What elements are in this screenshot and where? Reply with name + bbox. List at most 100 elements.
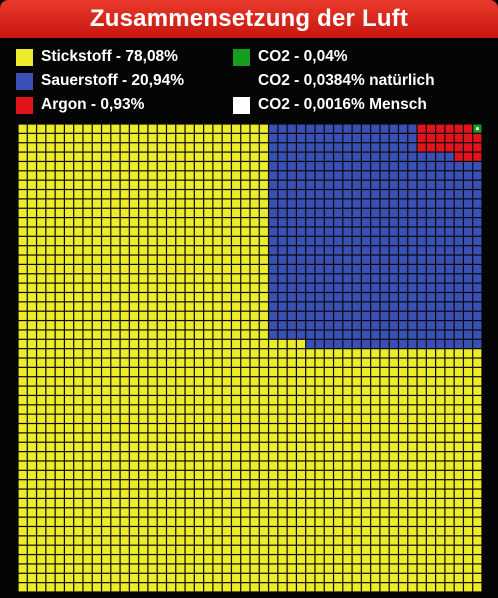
waffle-cell-nitrogen [324, 499, 333, 508]
waffle-cell-nitrogen [157, 508, 166, 517]
waffle-cell-nitrogen [213, 162, 222, 171]
waffle-cell-oxygen [306, 302, 315, 311]
waffle-cell-nitrogen [204, 405, 213, 414]
waffle-cell-nitrogen [278, 405, 287, 414]
waffle-cell-nitrogen [371, 508, 380, 517]
waffle-cell-oxygen [408, 162, 417, 171]
waffle-cell-oxygen [445, 246, 454, 255]
waffle-cell-argon [454, 133, 463, 143]
waffle-cell-nitrogen [176, 190, 185, 199]
waffle-cell-oxygen [454, 274, 463, 283]
waffle-cell-argon [473, 152, 482, 161]
waffle-cell-nitrogen [213, 545, 222, 554]
waffle-cell-nitrogen [222, 255, 231, 264]
waffle-cell-nitrogen [167, 143, 176, 152]
waffle-cell-nitrogen [241, 564, 250, 573]
waffle-cell-nitrogen [139, 124, 148, 133]
waffle-cell-oxygen [269, 311, 278, 320]
waffle-cell-nitrogen [92, 321, 101, 330]
waffle-cell-nitrogen [473, 508, 482, 517]
waffle-cell-nitrogen [111, 180, 120, 189]
waffle-cell-oxygen [352, 339, 361, 349]
waffle-cell-oxygen [343, 274, 352, 283]
waffle-cell-oxygen [315, 143, 324, 152]
waffle-cell-oxygen [473, 255, 482, 264]
waffle-cell-nitrogen [27, 367, 36, 377]
waffle-cell-nitrogen [27, 218, 36, 227]
waffle-cell-oxygen [287, 180, 296, 189]
waffle-cell-nitrogen [139, 236, 148, 246]
waffle-cell-nitrogen [297, 583, 306, 592]
waffle-cell-nitrogen [250, 396, 259, 405]
waffle-cell-nitrogen [380, 480, 389, 489]
waffle-cell-nitrogen [83, 218, 92, 227]
waffle-cell-oxygen [454, 293, 463, 302]
waffle-cell-nitrogen [129, 545, 139, 554]
waffle-cell-nitrogen [334, 527, 343, 536]
waffle-cell-nitrogen [408, 499, 417, 508]
waffle-cell-nitrogen [194, 265, 203, 274]
waffle-cell-oxygen [315, 218, 324, 227]
waffle-cell-nitrogen [213, 180, 222, 189]
legend-label-stickstoff: Stickstoff - 78,08% [41, 48, 178, 65]
waffle-cell-nitrogen [74, 517, 83, 526]
waffle-cell-oxygen [380, 274, 389, 283]
waffle-cell-nitrogen [37, 236, 46, 246]
waffle-cell-nitrogen [269, 433, 278, 442]
waffle-cell-nitrogen [129, 349, 139, 358]
waffle-cell-nitrogen [157, 293, 166, 302]
waffle-cell-nitrogen [269, 396, 278, 405]
waffle-cell-nitrogen [194, 143, 203, 152]
waffle-cell-nitrogen [148, 564, 157, 573]
waffle-cell-nitrogen [27, 508, 36, 517]
waffle-cell-nitrogen [426, 358, 435, 367]
waffle-cell-nitrogen [157, 190, 166, 199]
waffle-cell-nitrogen [148, 396, 157, 405]
waffle-cell-nitrogen [408, 517, 417, 526]
waffle-cell-nitrogen [167, 339, 176, 349]
waffle-cell-nitrogen [324, 545, 333, 554]
waffle-cell-nitrogen [157, 461, 166, 470]
waffle-cell-nitrogen [65, 349, 74, 358]
waffle-cell-nitrogen [176, 339, 185, 349]
waffle-cell-nitrogen [464, 489, 473, 498]
waffle-cell-nitrogen [102, 218, 111, 227]
waffle-cell-nitrogen [204, 377, 213, 386]
waffle-cell-oxygen [417, 162, 426, 171]
waffle-cell-nitrogen [18, 302, 27, 311]
waffle-cell-nitrogen [55, 255, 64, 264]
waffle-cell-nitrogen [287, 396, 296, 405]
waffle-cell-nitrogen [111, 414, 120, 423]
waffle-cell-nitrogen [408, 573, 417, 583]
waffle-cell-nitrogen [232, 377, 241, 386]
waffle-cell-oxygen [464, 302, 473, 311]
waffle-cell-nitrogen [204, 124, 213, 133]
waffle-cell-oxygen [315, 171, 324, 180]
waffle-cell-nitrogen [18, 339, 27, 349]
waffle-cell-nitrogen [74, 330, 83, 339]
waffle-cell-nitrogen [74, 377, 83, 386]
waffle-cell-nitrogen [361, 367, 371, 377]
waffle-cell-nitrogen [185, 480, 194, 489]
waffle-cell-nitrogen [473, 433, 482, 442]
waffle-cell-oxygen [287, 283, 296, 292]
waffle-cell-nitrogen [185, 442, 194, 451]
waffle-cell-nitrogen [148, 573, 157, 583]
waffle-cell-nitrogen [445, 555, 454, 564]
waffle-cell-nitrogen [204, 255, 213, 264]
waffle-cell-nitrogen [361, 489, 371, 498]
waffle-cell-oxygen [361, 302, 371, 311]
waffle-cell-nitrogen [250, 414, 259, 423]
waffle-cell-nitrogen [176, 424, 185, 433]
waffle-cell-nitrogen [37, 386, 46, 395]
waffle-cell-nitrogen [157, 470, 166, 480]
waffle-cell-oxygen [408, 152, 417, 161]
waffle-cell-nitrogen [74, 555, 83, 564]
waffle-cell-nitrogen [194, 452, 203, 461]
waffle-cell-nitrogen [445, 527, 454, 536]
waffle-cell-nitrogen [83, 283, 92, 292]
waffle-cell-oxygen [352, 302, 361, 311]
waffle-cell-nitrogen [426, 583, 435, 592]
waffle-cell-oxygen [417, 321, 426, 330]
waffle-cell-nitrogen [92, 143, 101, 152]
